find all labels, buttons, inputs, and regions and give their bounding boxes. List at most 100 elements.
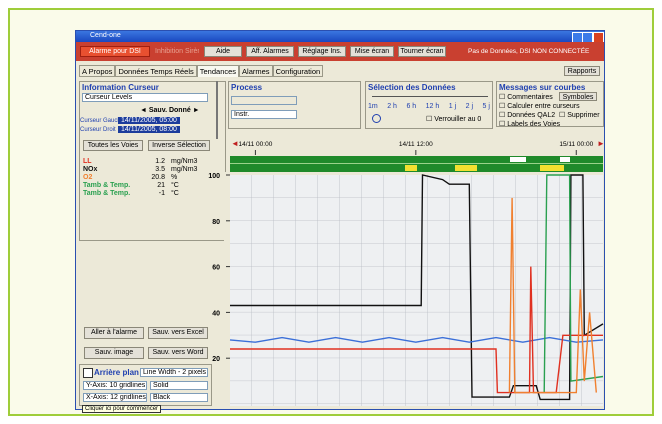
channel-row[interactable]: Tamb & Temp. -1 °C	[83, 190, 213, 198]
channel-unit: °C	[171, 182, 179, 189]
toolbar-button[interactable]: Réglage Ins.	[298, 46, 346, 57]
message-option[interactable]: ☐ Calculer entre curseurs	[499, 103, 580, 110]
axis-gutter	[224, 172, 230, 408]
channel-name: NOx	[83, 166, 98, 173]
panel-title: Sélection des Données	[368, 83, 456, 92]
trend-line	[230, 174, 604, 401]
background-label: Arrière plan	[94, 368, 139, 377]
trend-line	[230, 266, 603, 394]
y-tick-label: 60	[212, 265, 220, 272]
toolbar-button[interactable]: Inhibition Sirènes	[154, 46, 200, 57]
messages-panel: Messages sur courbes ☐ Commentaires Symb…	[496, 81, 604, 128]
action-button[interactable]: Sauv. vers Excel	[148, 327, 208, 339]
tab[interactable]: Configuration	[272, 65, 324, 77]
tab[interactable]: Données Temps Réels	[115, 65, 197, 77]
range-label[interactable]: 1m	[368, 103, 378, 110]
color-swatch[interactable]	[83, 368, 93, 378]
message-option[interactable]: ☐ Labels des Voies	[499, 121, 561, 128]
cursor-panel: Information Curseur Curseur Levels ◄ Sau…	[79, 81, 226, 241]
panel-title: Process	[231, 83, 263, 92]
instr-select[interactable]: Instr.	[231, 110, 297, 119]
action-button[interactable]: Aller à l'alarme	[84, 327, 144, 339]
toolbar-button[interactable]: Alarme pour DSI	[80, 46, 150, 57]
select-all[interactable]: Toutes les Voies	[83, 140, 143, 151]
range-label[interactable]: 2 h	[387, 103, 397, 110]
tooltip: Cliquer ici pour commencer	[82, 405, 162, 413]
option-label: Calculer entre curseurs	[507, 103, 580, 110]
plot-grid	[230, 175, 603, 406]
save-label: Sauv. Donné	[148, 107, 191, 114]
window-title: Cend-one	[90, 32, 121, 39]
message-option[interactable]: ☐ Commentaires	[499, 94, 553, 101]
toolbar-button[interactable]: Mise écran	[350, 46, 394, 57]
y-tick-label: 40	[212, 310, 220, 317]
toolbar-button[interactable]: Aide	[204, 46, 242, 57]
range-labels: 1m 2 h 6 h 12 h 1 j 2 j 5 j	[368, 103, 490, 110]
action-button[interactable]: Sauv. vers Word	[148, 347, 208, 359]
range-label[interactable]: 1 j	[448, 103, 457, 110]
x-grid-select[interactable]: X-Axis: 12 gridlines	[83, 393, 147, 402]
scroll-right[interactable]: ►	[597, 139, 605, 148]
x-tick-label: 15/11 00:00	[559, 141, 593, 148]
save-data[interactable]: ◄ Sauv. Donné ►	[140, 107, 200, 114]
range-label[interactable]: 5 j	[482, 103, 490, 110]
y-grid-select[interactable]: Y-Axis: 10 gridlines	[83, 381, 147, 390]
toolbar-button[interactable]: Aff. Alarmes	[246, 46, 294, 57]
process-select[interactable]	[231, 96, 297, 105]
selection-panel: Sélection des Données 1m 2 h 6 h 12 h 1 j 2 j…	[365, 81, 493, 129]
toolbar-button[interactable]: Tourner écran	[398, 46, 446, 57]
status-segment	[405, 165, 417, 171]
tab[interactable]: Tendances	[196, 65, 240, 77]
tab[interactable]: A Propos	[79, 65, 116, 77]
channel-value: 3.5	[155, 166, 165, 173]
channel-name: O2	[83, 174, 93, 181]
refresh-icon[interactable]	[372, 114, 381, 123]
channel-value: 1.2	[155, 158, 165, 165]
x-tick-label: 14/11 00:00	[238, 141, 272, 148]
panel-title: Information Curseur	[82, 83, 159, 92]
symbols-button[interactable]: Symboles	[559, 92, 597, 101]
range-track[interactable]	[372, 96, 488, 97]
range-label[interactable]: 12 h	[425, 103, 440, 110]
color-select[interactable]: Black	[150, 393, 208, 402]
status-segment	[540, 165, 564, 171]
channel-row[interactable]: LL 1.2 mg/Nm3	[83, 158, 213, 166]
invert-selection[interactable]: Inverse Sélection	[148, 140, 210, 151]
channel-name: LL	[83, 158, 92, 165]
channel-row[interactable]: Tamb & Temp. 21 °C	[83, 182, 213, 190]
action-button[interactable]: Sauv. image	[84, 347, 144, 359]
style-select[interactable]: Solid	[150, 381, 208, 390]
tab[interactable]: Alarmes	[239, 65, 273, 77]
delete-option[interactable]: ☐ Supprimer	[559, 112, 600, 119]
slider[interactable]	[216, 81, 218, 139]
channel-value: 21	[157, 182, 165, 189]
cursor-value: 14/11/2005, 05:00	[118, 117, 180, 124]
scroll-left[interactable]: ◄	[231, 139, 239, 148]
channel-list: LL 1.2 mg/Nm3 NOx 3.5 mg/Nm3 O2 20.8% Tamb & Tem…	[83, 158, 213, 198]
trend-line	[543, 174, 604, 393]
channel-row[interactable]: NOx 3.5 mg/Nm3	[83, 166, 213, 174]
option-label: Données QAL2	[507, 112, 556, 119]
channel-unit: %	[171, 174, 178, 181]
channel-value: 20.8	[151, 174, 165, 181]
lock-option[interactable]: ☐ Verrouiller au 0	[426, 116, 482, 123]
channel-name: Tamb & Temp.	[83, 182, 131, 189]
display-panel: Arrière plan Line Width - 2 pixels Y-Axi…	[79, 364, 212, 406]
toolbar: Alarme pour DSI Inhibition Sirènes Aide …	[76, 42, 604, 61]
channel-value: -1	[158, 190, 165, 197]
cursor-label: Curseur Gauche	[80, 118, 125, 124]
cursor-select[interactable]: Curseur Levels	[82, 93, 208, 102]
option-label: Commentaires	[507, 94, 553, 101]
option-label: Labels des Voies	[507, 121, 561, 128]
status-segment	[510, 157, 526, 162]
message-option[interactable]: ☐ Données QAL2	[499, 112, 556, 119]
range-label[interactable]: 6 h	[406, 103, 417, 110]
reports-button[interactable]: Rapports	[564, 66, 600, 76]
status-text: Pas de Données, DSI NON CONNECTÉE	[468, 48, 590, 55]
range-label[interactable]: 2 j	[465, 103, 474, 110]
line-width-select[interactable]: Line Width - 2 pixels	[140, 368, 208, 377]
channel-row[interactable]: O2 20.8%	[83, 174, 213, 182]
y-tick-label: 20	[212, 356, 220, 363]
